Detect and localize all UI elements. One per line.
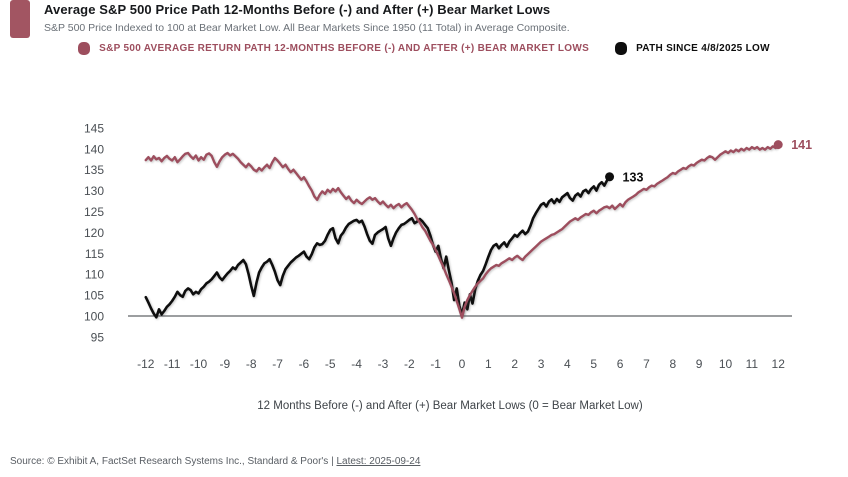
legend-marker-current-path-icon <box>615 42 628 55</box>
x-tick-label: 5 <box>590 357 597 371</box>
x-tick-label: 4 <box>564 357 571 371</box>
x-tick-label: 3 <box>538 357 545 371</box>
current-path-end-value: 133 <box>623 170 644 184</box>
x-tick-label: -5 <box>325 357 336 371</box>
current-path-end-dot <box>605 172 615 182</box>
title-accent-bar <box>10 0 30 38</box>
x-axis-title: 12 Months Before (-) and After (+) Bear … <box>257 400 643 412</box>
x-tick-label: -10 <box>190 357 208 371</box>
legend-label-current-path: PATH SINCE 4/8/2025 LOW <box>636 43 770 54</box>
legend-item-average-path: S&P 500 AVERAGE RETURN PATH 12-MONTHS BE… <box>78 42 589 55</box>
y-tick-label: 110 <box>85 268 104 282</box>
x-tick-label: 1 <box>485 357 492 371</box>
x-tick-label: -6 <box>299 357 310 371</box>
x-tick-label: 2 <box>511 357 518 371</box>
y-tick-label: 145 <box>84 121 104 135</box>
x-tick-label: -1 <box>430 357 441 371</box>
x-tick-label: 7 <box>643 357 650 371</box>
x-tick-label: -9 <box>220 357 231 371</box>
average-path-end-value: 141 <box>791 138 812 152</box>
source-note: Source: © Exhibit A, FactSet Research Sy… <box>10 456 420 467</box>
legend-marker-average-path-icon <box>78 42 91 55</box>
x-tick-label: -8 <box>246 357 257 371</box>
x-tick-label: 0 <box>459 357 466 371</box>
current-path-line <box>144 175 611 319</box>
y-tick-label: 130 <box>84 184 104 198</box>
y-tick-label: 120 <box>84 226 104 240</box>
x-tick-label: 9 <box>696 357 703 371</box>
y-tick-label: 100 <box>84 310 104 324</box>
latest-date-link[interactable]: Latest: 2025-09-24 <box>336 456 421 467</box>
y-tick-label: 125 <box>84 205 104 219</box>
legend-item-current-path: PATH SINCE 4/8/2025 LOW <box>615 42 770 55</box>
y-tick-label: 95 <box>91 330 105 344</box>
chart-subtitle: S&P 500 Price Indexed to 100 at Bear Mar… <box>44 22 570 34</box>
average-path-end-dot <box>773 140 783 150</box>
x-tick-label: -3 <box>378 357 389 371</box>
y-tick-label: 115 <box>85 247 104 261</box>
source-text: Source: © Exhibit A, FactSet Research Sy… <box>10 456 337 467</box>
legend: S&P 500 AVERAGE RETURN PATH 12-MONTHS BE… <box>0 42 848 55</box>
y-tick-label: 105 <box>84 289 104 303</box>
x-tick-label: 8 <box>669 357 676 371</box>
x-tick-label: -12 <box>137 357 155 371</box>
y-tick-label: 135 <box>84 163 104 177</box>
x-tick-label: -4 <box>351 357 362 371</box>
average-path-line <box>144 143 780 319</box>
x-tick-label: 11 <box>746 357 759 371</box>
legend-label-average-path: S&P 500 AVERAGE RETURN PATH 12-MONTHS BE… <box>99 43 590 54</box>
x-tick-label: -7 <box>272 357 283 371</box>
x-tick-label: 10 <box>719 357 733 371</box>
x-tick-label: 6 <box>617 357 624 371</box>
y-tick-label: 140 <box>84 142 104 156</box>
x-tick-label: -2 <box>404 357 415 371</box>
x-tick-label: 12 <box>772 357 786 371</box>
chart-title: Average S&P 500 Price Path 12-Months Bef… <box>44 2 551 17</box>
x-tick-label: -11 <box>164 357 181 371</box>
